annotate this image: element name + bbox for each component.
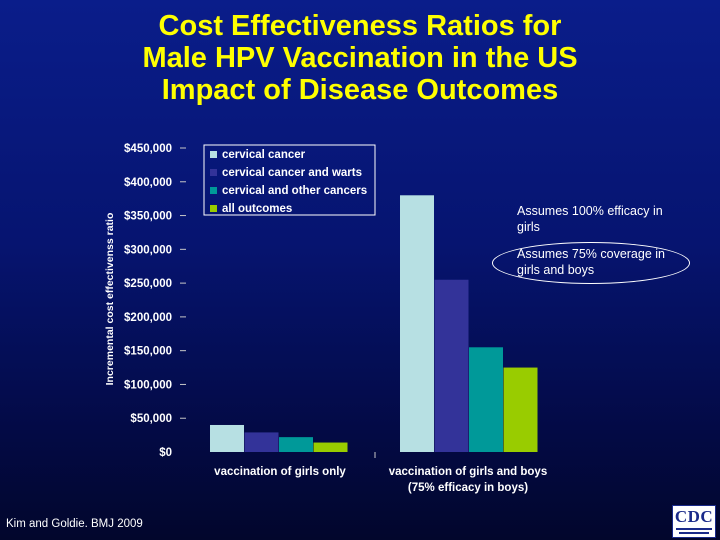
bar [279,437,313,452]
x-category-label: (75% efficacy in boys) [408,482,528,494]
y-tick-label: $400,000 [124,177,172,189]
y-tick-label: $0 [159,447,172,459]
legend-swatch [210,169,217,176]
y-tick-label: $50,000 [130,413,172,425]
legend-swatch [210,151,217,158]
y-tick-label: $350,000 [124,211,172,223]
title-line-1: Cost Effectiveness Ratios for [158,10,562,42]
legend-label: cervical cancer [222,149,306,161]
y-tick-label: $300,000 [124,244,172,256]
y-axis-label: Incremental cost effectivenss ratio [104,213,116,386]
title-line-3: Impact of Disease Outcomes [161,74,559,106]
legend-swatch [210,187,217,194]
bar [434,279,469,452]
legend-label: cervical and other cancers [222,185,367,197]
cdc-logo: CDC [672,505,716,538]
coverage-note: Assumes 75% coverage in girls and boys [517,247,665,277]
bar [469,347,503,452]
title-line-2: Male HPV Vaccination in the US [142,42,578,74]
y-tick-label: $250,000 [124,278,172,290]
logo-underline-2 [679,532,709,534]
highlight-ellipse [492,242,690,284]
y-tick-label: $150,000 [124,346,172,358]
legend-label: cervical cancer and warts [222,167,362,179]
legend-label: all outcomes [222,203,292,215]
bar [210,424,244,452]
bar [244,432,279,452]
bar [400,195,434,453]
x-category-label: vaccination of girls only [214,466,346,478]
bar [313,442,348,452]
logo-underline-1 [676,528,712,530]
citation: Kim and Goldie. BMJ 2009 [6,518,143,530]
bar [503,367,538,452]
y-tick-label: $200,000 [124,312,172,324]
y-tick-label: $100,000 [124,379,172,391]
legend-swatch [210,205,217,212]
legend-box [203,144,376,216]
cdc-logo-text: CDC [674,507,714,526]
x-category-label: vaccination of girls and boys [389,466,547,478]
slide-title: Cost Effectiveness Ratios for Male HPV V… [0,10,720,106]
y-tick-label: $450,000 [124,143,172,155]
efficacy-note: Assumes 100% efficacy in girls [517,204,663,234]
